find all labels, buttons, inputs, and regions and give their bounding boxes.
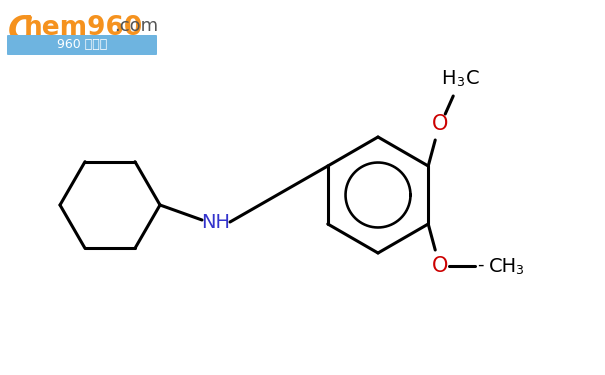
Text: 3: 3: [515, 264, 523, 278]
Text: NH: NH: [201, 213, 231, 231]
Text: O: O: [432, 256, 448, 276]
Text: .com: .com: [114, 17, 158, 35]
Text: hem960: hem960: [24, 15, 143, 41]
Text: C: C: [8, 14, 33, 47]
Text: CH: CH: [489, 256, 517, 276]
FancyBboxPatch shape: [7, 35, 157, 55]
Text: C: C: [466, 69, 480, 87]
Text: -: -: [477, 256, 484, 274]
Text: 960 化工网: 960 化工网: [57, 39, 107, 51]
Text: O: O: [432, 114, 448, 134]
Text: H: H: [440, 69, 455, 87]
Text: 3: 3: [456, 76, 464, 90]
